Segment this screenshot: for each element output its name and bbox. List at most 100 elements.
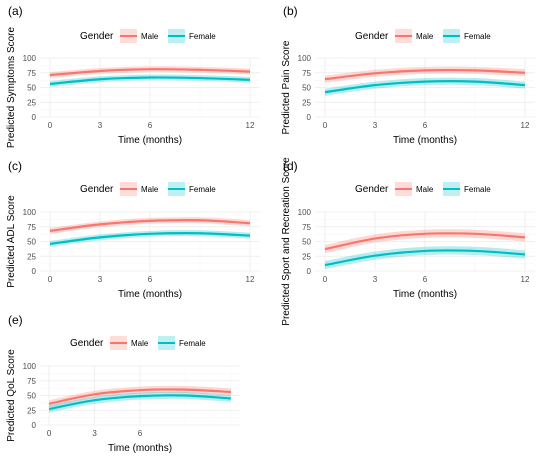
y-tick-label: 0 — [307, 113, 312, 122]
y-axis-title: Predicted ADL Score — [6, 195, 17, 288]
ci-band-female — [49, 391, 231, 413]
x-axis-title: Time (months) — [118, 289, 182, 300]
y-tick-label: 50 — [27, 392, 36, 401]
legend-title: Gender — [80, 184, 114, 195]
panel-label: (d) — [283, 159, 298, 173]
y-tick-label: 25 — [27, 252, 36, 261]
panel-2: (b) Gender Male Female 0 25 50 75 100 0 3 6 12 Time (… — [281, 4, 535, 146]
legend-label: Female — [189, 32, 216, 41]
legend-title: Gender — [80, 31, 114, 42]
legend-label: Male — [131, 339, 149, 348]
legend: Gender Male Female — [355, 182, 491, 196]
x-tick-label: 3 — [373, 275, 378, 284]
x-tick-label: 6 — [423, 275, 428, 284]
series-line-female — [324, 249, 526, 267]
series-line-female — [49, 76, 251, 86]
grid — [40, 365, 240, 426]
series-line-male — [324, 232, 526, 251]
x-tick-label: 12 — [246, 121, 255, 130]
y-tick-label: 100 — [298, 54, 312, 63]
y-tick-label: 0 — [307, 267, 312, 276]
legend-label: Male — [416, 32, 434, 41]
legend: Gender Male Female — [80, 29, 216, 43]
y-tick-label: 75 — [27, 223, 36, 232]
panel-3: (c) Gender Male Female 0 25 50 75 100 0 3 6 12 Time (… — [6, 159, 260, 300]
y-tick-label: 0 — [32, 267, 37, 276]
x-tick-label: 0 — [47, 429, 52, 438]
x-axis-title: Time (months) — [118, 135, 182, 146]
series-line-male — [49, 218, 251, 232]
x-tick-label: 6 — [138, 429, 143, 438]
x-tick-label: 12 — [521, 121, 530, 130]
series-line-female — [48, 394, 231, 411]
x-tick-label: 6 — [148, 275, 153, 284]
x-tick-label: 0 — [48, 275, 53, 284]
x-tick-label: 6 — [423, 121, 428, 130]
y-axis-title: Predicted Symptoms Score — [6, 26, 17, 148]
y-tick-label: 75 — [27, 377, 36, 386]
x-tick-label: 0 — [323, 275, 328, 284]
legend-title: Gender — [70, 338, 104, 349]
x-axis-title: Time (months) — [108, 443, 172, 454]
series-line-male — [324, 68, 526, 81]
legend-label: Male — [416, 185, 434, 194]
panel-label: (b) — [283, 4, 298, 18]
ci-band-male — [325, 229, 525, 254]
series-line-male — [49, 68, 251, 77]
panel-label: (c) — [8, 159, 22, 173]
y-axis-title: Predicted Pain Score — [281, 40, 292, 134]
legend-label: Female — [179, 339, 206, 348]
y-tick-label: 0 — [32, 113, 37, 122]
y-tick-label: 100 — [23, 208, 37, 217]
panel-label: (e) — [8, 313, 23, 327]
grid — [315, 211, 535, 272]
y-tick-label: 0 — [32, 421, 37, 430]
x-tick-label: 12 — [246, 275, 255, 284]
y-tick-label: 75 — [27, 69, 36, 78]
x-tick-label: 0 — [48, 121, 53, 130]
y-tick-label: 100 — [23, 362, 37, 371]
y-tick-label: 25 — [302, 252, 311, 261]
legend-label: Female — [464, 185, 491, 194]
grid — [40, 57, 260, 118]
y-tick-label: 100 — [298, 208, 312, 217]
legend: Gender Male Female — [355, 29, 491, 43]
panel-5: (e) Gender Male Female 0 25 50 75 100 0 3 6 Time (mo… — [6, 313, 240, 454]
legend-title: Gender — [355, 184, 389, 195]
x-tick-label: 3 — [98, 275, 103, 284]
legend-label: Male — [141, 32, 159, 41]
y-tick-label: 25 — [302, 98, 311, 107]
panel-label: (a) — [8, 4, 23, 18]
panel-1: (a) Gender Male Female 0 25 50 75 100 0 3 6 12 Time (… — [6, 4, 260, 148]
legend-title: Gender — [355, 31, 389, 42]
panel-4: (d) Gender Male Female 0 25 50 75 100 0 3 6 12 Time (… — [281, 157, 535, 326]
series-line-female — [324, 80, 526, 94]
legend: Gender Male Female — [80, 182, 216, 196]
y-tick-label: 75 — [302, 69, 311, 78]
ci-band-male — [49, 385, 231, 408]
y-tick-label: 50 — [302, 238, 311, 247]
y-tick-label: 100 — [23, 54, 37, 63]
y-tick-label: 75 — [302, 223, 311, 232]
y-tick-label: 25 — [27, 406, 36, 415]
x-tick-label: 0 — [323, 121, 328, 130]
y-axis-title: Predicted Sport and Recreation Score — [281, 157, 292, 326]
x-tick-label: 3 — [373, 121, 378, 130]
series-line-male — [48, 388, 231, 405]
y-tick-label: 50 — [27, 238, 36, 247]
legend-label: Female — [189, 185, 216, 194]
y-tick-label: 50 — [27, 84, 36, 93]
y-axis-title: Predicted QoL Score — [6, 349, 17, 442]
legend: Gender Male Female — [70, 336, 206, 350]
x-tick-label: 6 — [148, 121, 153, 130]
x-axis-title: Time (months) — [393, 135, 457, 146]
x-tick-label: 3 — [92, 429, 97, 438]
y-tick-label: 50 — [302, 84, 311, 93]
x-tick-label: 12 — [521, 275, 530, 284]
legend-label: Female — [464, 32, 491, 41]
x-axis-title: Time (months) — [393, 289, 457, 300]
legend-label: Male — [141, 185, 159, 194]
y-tick-label: 25 — [27, 98, 36, 107]
x-tick-label: 3 — [98, 121, 103, 130]
